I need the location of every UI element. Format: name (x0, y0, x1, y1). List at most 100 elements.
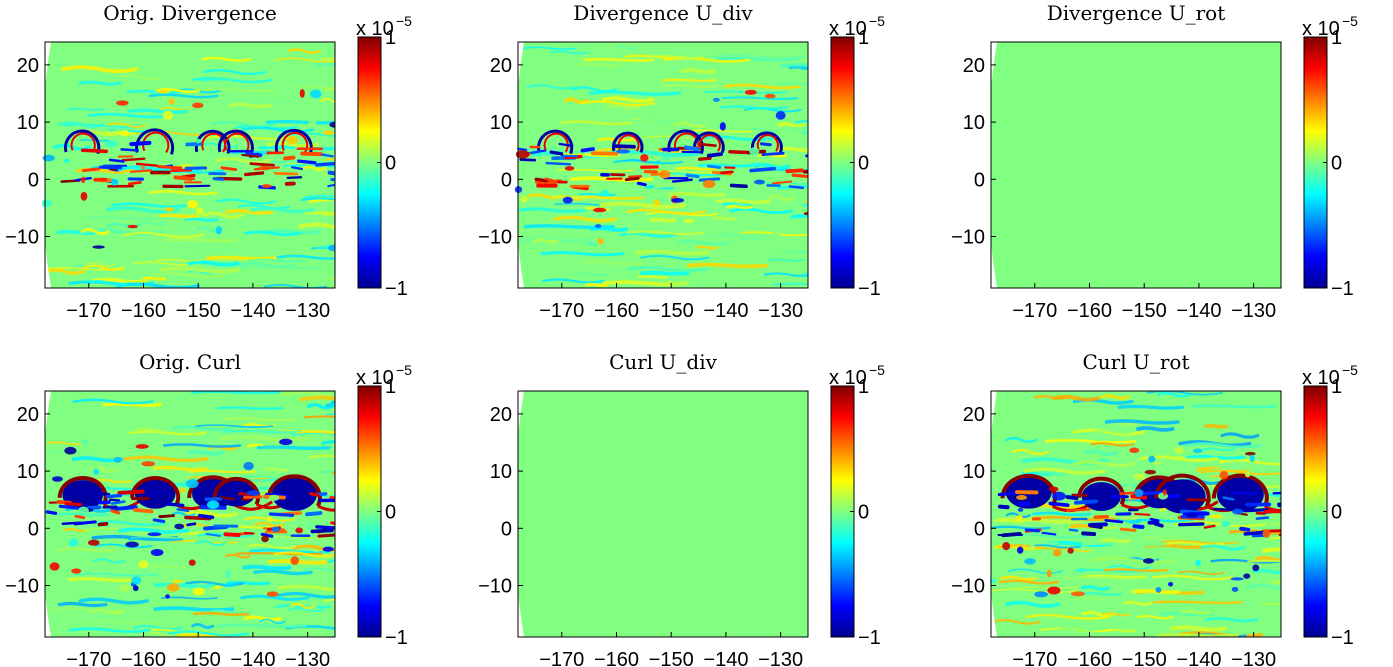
x-tick-label: −140 (1176, 649, 1221, 667)
y-tick-label: 0 (501, 518, 512, 540)
colorbar-multiplier: x 10 (1302, 18, 1340, 40)
x-tick-label: −170 (539, 300, 584, 322)
colorbar-tick-label: 0 (385, 502, 396, 524)
colorbar-multiplier: x 10 (829, 367, 867, 389)
colorbar-tick-label: 0 (858, 153, 869, 175)
axes-frame (517, 41, 809, 289)
colorbar-tick-label: −1 (858, 278, 881, 300)
y-tick-label: −10 (5, 227, 39, 249)
y-tick-label: −10 (5, 576, 39, 598)
field-background (991, 42, 1281, 288)
y-tick-label: 10 (490, 461, 512, 483)
x-tick-label: −140 (1176, 300, 1221, 322)
x-tick-label: −150 (176, 300, 221, 322)
axes-frame (990, 41, 1282, 289)
x-tick-label: −130 (285, 300, 330, 322)
colorbar-tick-label: −1 (385, 627, 408, 649)
x-tick-label: −140 (230, 649, 275, 667)
y-tick-label: 10 (963, 112, 985, 134)
panel-title: Divergence U_rot (1047, 1, 1226, 25)
x-tick-label: −170 (66, 649, 111, 667)
panel-title: Curl U_rot (1083, 350, 1190, 374)
y-tick-label: 0 (28, 518, 39, 540)
y-tick-label: 10 (17, 461, 39, 483)
colorbar-multiplier: x 10 (356, 18, 394, 40)
y-tick-label: 20 (490, 55, 512, 77)
axes-frame (990, 390, 1282, 638)
colorbar-tick-label: 0 (1331, 502, 1342, 524)
colorbar-tick-label: 1 (385, 27, 396, 49)
x-tick-label: −130 (1231, 649, 1276, 667)
y-tick-label: 10 (17, 112, 39, 134)
y-tick-label: 0 (28, 169, 39, 191)
y-tick-label: −10 (951, 227, 985, 249)
colorbar-tick-label: 0 (858, 502, 869, 524)
x-tick-label: −140 (703, 300, 748, 322)
axes-frame (44, 41, 336, 289)
y-tick-label: −10 (478, 227, 512, 249)
colorbar-exponent: −5 (869, 362, 885, 378)
panel-title: Orig. Divergence (103, 1, 277, 25)
x-tick-label: −160 (594, 300, 639, 322)
y-tick-label: 20 (963, 55, 985, 77)
x-tick-label: −170 (1012, 300, 1057, 322)
colorbar-multiplier: x 10 (1302, 367, 1340, 389)
axes-frame (44, 390, 336, 638)
x-tick-label: −150 (1122, 649, 1167, 667)
panel-title: Curl U_div (609, 350, 718, 374)
x-tick-label: −170 (66, 300, 111, 322)
y-tick-label: −10 (951, 576, 985, 598)
colorbar-tick-label: −1 (1331, 278, 1354, 300)
panel-title: Divergence U_div (573, 1, 753, 25)
colorbar-exponent: −5 (396, 13, 412, 29)
field-background (518, 391, 808, 637)
x-tick-label: −130 (758, 649, 803, 667)
colorbar-multiplier: x 10 (356, 367, 394, 389)
colorbar-multiplier: x 10 (829, 18, 867, 40)
y-tick-label: −10 (478, 576, 512, 598)
x-tick-label: −130 (1231, 300, 1276, 322)
x-tick-label: −150 (176, 649, 221, 667)
colorbar-tick-label: −1 (385, 278, 408, 300)
y-tick-label: 20 (963, 404, 985, 426)
y-tick-label: 0 (501, 169, 512, 191)
colorbar-exponent: −5 (1342, 13, 1358, 29)
x-tick-label: −160 (121, 649, 166, 667)
x-tick-label: −160 (1067, 649, 1112, 667)
x-tick-label: −160 (1067, 300, 1112, 322)
x-tick-label: −170 (1012, 649, 1057, 667)
x-tick-label: −170 (539, 649, 584, 667)
colorbar-tick-label: 1 (1331, 376, 1342, 398)
x-tick-label: −130 (758, 300, 803, 322)
y-tick-label: 0 (974, 169, 985, 191)
x-tick-label: −150 (1122, 300, 1167, 322)
colorbar-tick-label: 1 (1331, 27, 1342, 49)
colorbar-tick-label: 0 (1331, 153, 1342, 175)
x-tick-label: −150 (649, 649, 694, 667)
colorbar-tick-label: 1 (385, 376, 396, 398)
axes-frame (517, 390, 809, 638)
x-tick-label: −160 (121, 300, 166, 322)
y-tick-label: 20 (490, 404, 512, 426)
colorbar-tick-label: −1 (858, 627, 881, 649)
y-tick-label: 10 (490, 112, 512, 134)
x-tick-label: −160 (594, 649, 639, 667)
colorbar-tick-label: 1 (858, 376, 869, 398)
y-tick-label: 20 (17, 55, 39, 77)
colorbar-tick-label: 0 (385, 153, 396, 175)
x-tick-label: −140 (703, 649, 748, 667)
x-tick-label: −130 (285, 649, 330, 667)
x-tick-label: −150 (649, 300, 694, 322)
y-tick-label: 20 (17, 404, 39, 426)
y-tick-label: 0 (974, 518, 985, 540)
colorbar-exponent: −5 (396, 362, 412, 378)
y-tick-label: 10 (963, 461, 985, 483)
colorbar-tick-label: 1 (858, 27, 869, 49)
